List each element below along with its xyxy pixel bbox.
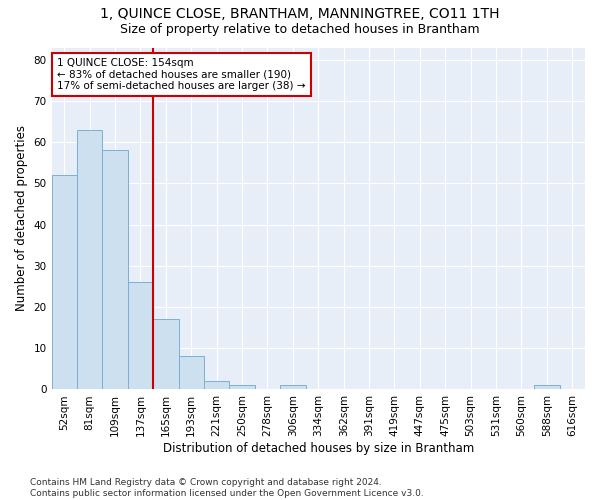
Bar xyxy=(128,282,153,390)
Bar xyxy=(52,175,77,390)
Bar xyxy=(280,386,305,390)
X-axis label: Distribution of detached houses by size in Brantham: Distribution of detached houses by size … xyxy=(163,442,474,455)
Text: Contains HM Land Registry data © Crown copyright and database right 2024.
Contai: Contains HM Land Registry data © Crown c… xyxy=(30,478,424,498)
Text: Size of property relative to detached houses in Brantham: Size of property relative to detached ho… xyxy=(120,22,480,36)
Bar xyxy=(77,130,103,390)
Bar xyxy=(179,356,204,390)
Text: 1 QUINCE CLOSE: 154sqm
← 83% of detached houses are smaller (190)
17% of semi-de: 1 QUINCE CLOSE: 154sqm ← 83% of detached… xyxy=(57,58,305,91)
Y-axis label: Number of detached properties: Number of detached properties xyxy=(15,126,28,312)
Text: 1, QUINCE CLOSE, BRANTHAM, MANNINGTREE, CO11 1TH: 1, QUINCE CLOSE, BRANTHAM, MANNINGTREE, … xyxy=(100,8,500,22)
Bar xyxy=(534,386,560,390)
Bar xyxy=(229,386,255,390)
Bar xyxy=(103,150,128,390)
Bar xyxy=(153,320,179,390)
Bar xyxy=(204,381,229,390)
